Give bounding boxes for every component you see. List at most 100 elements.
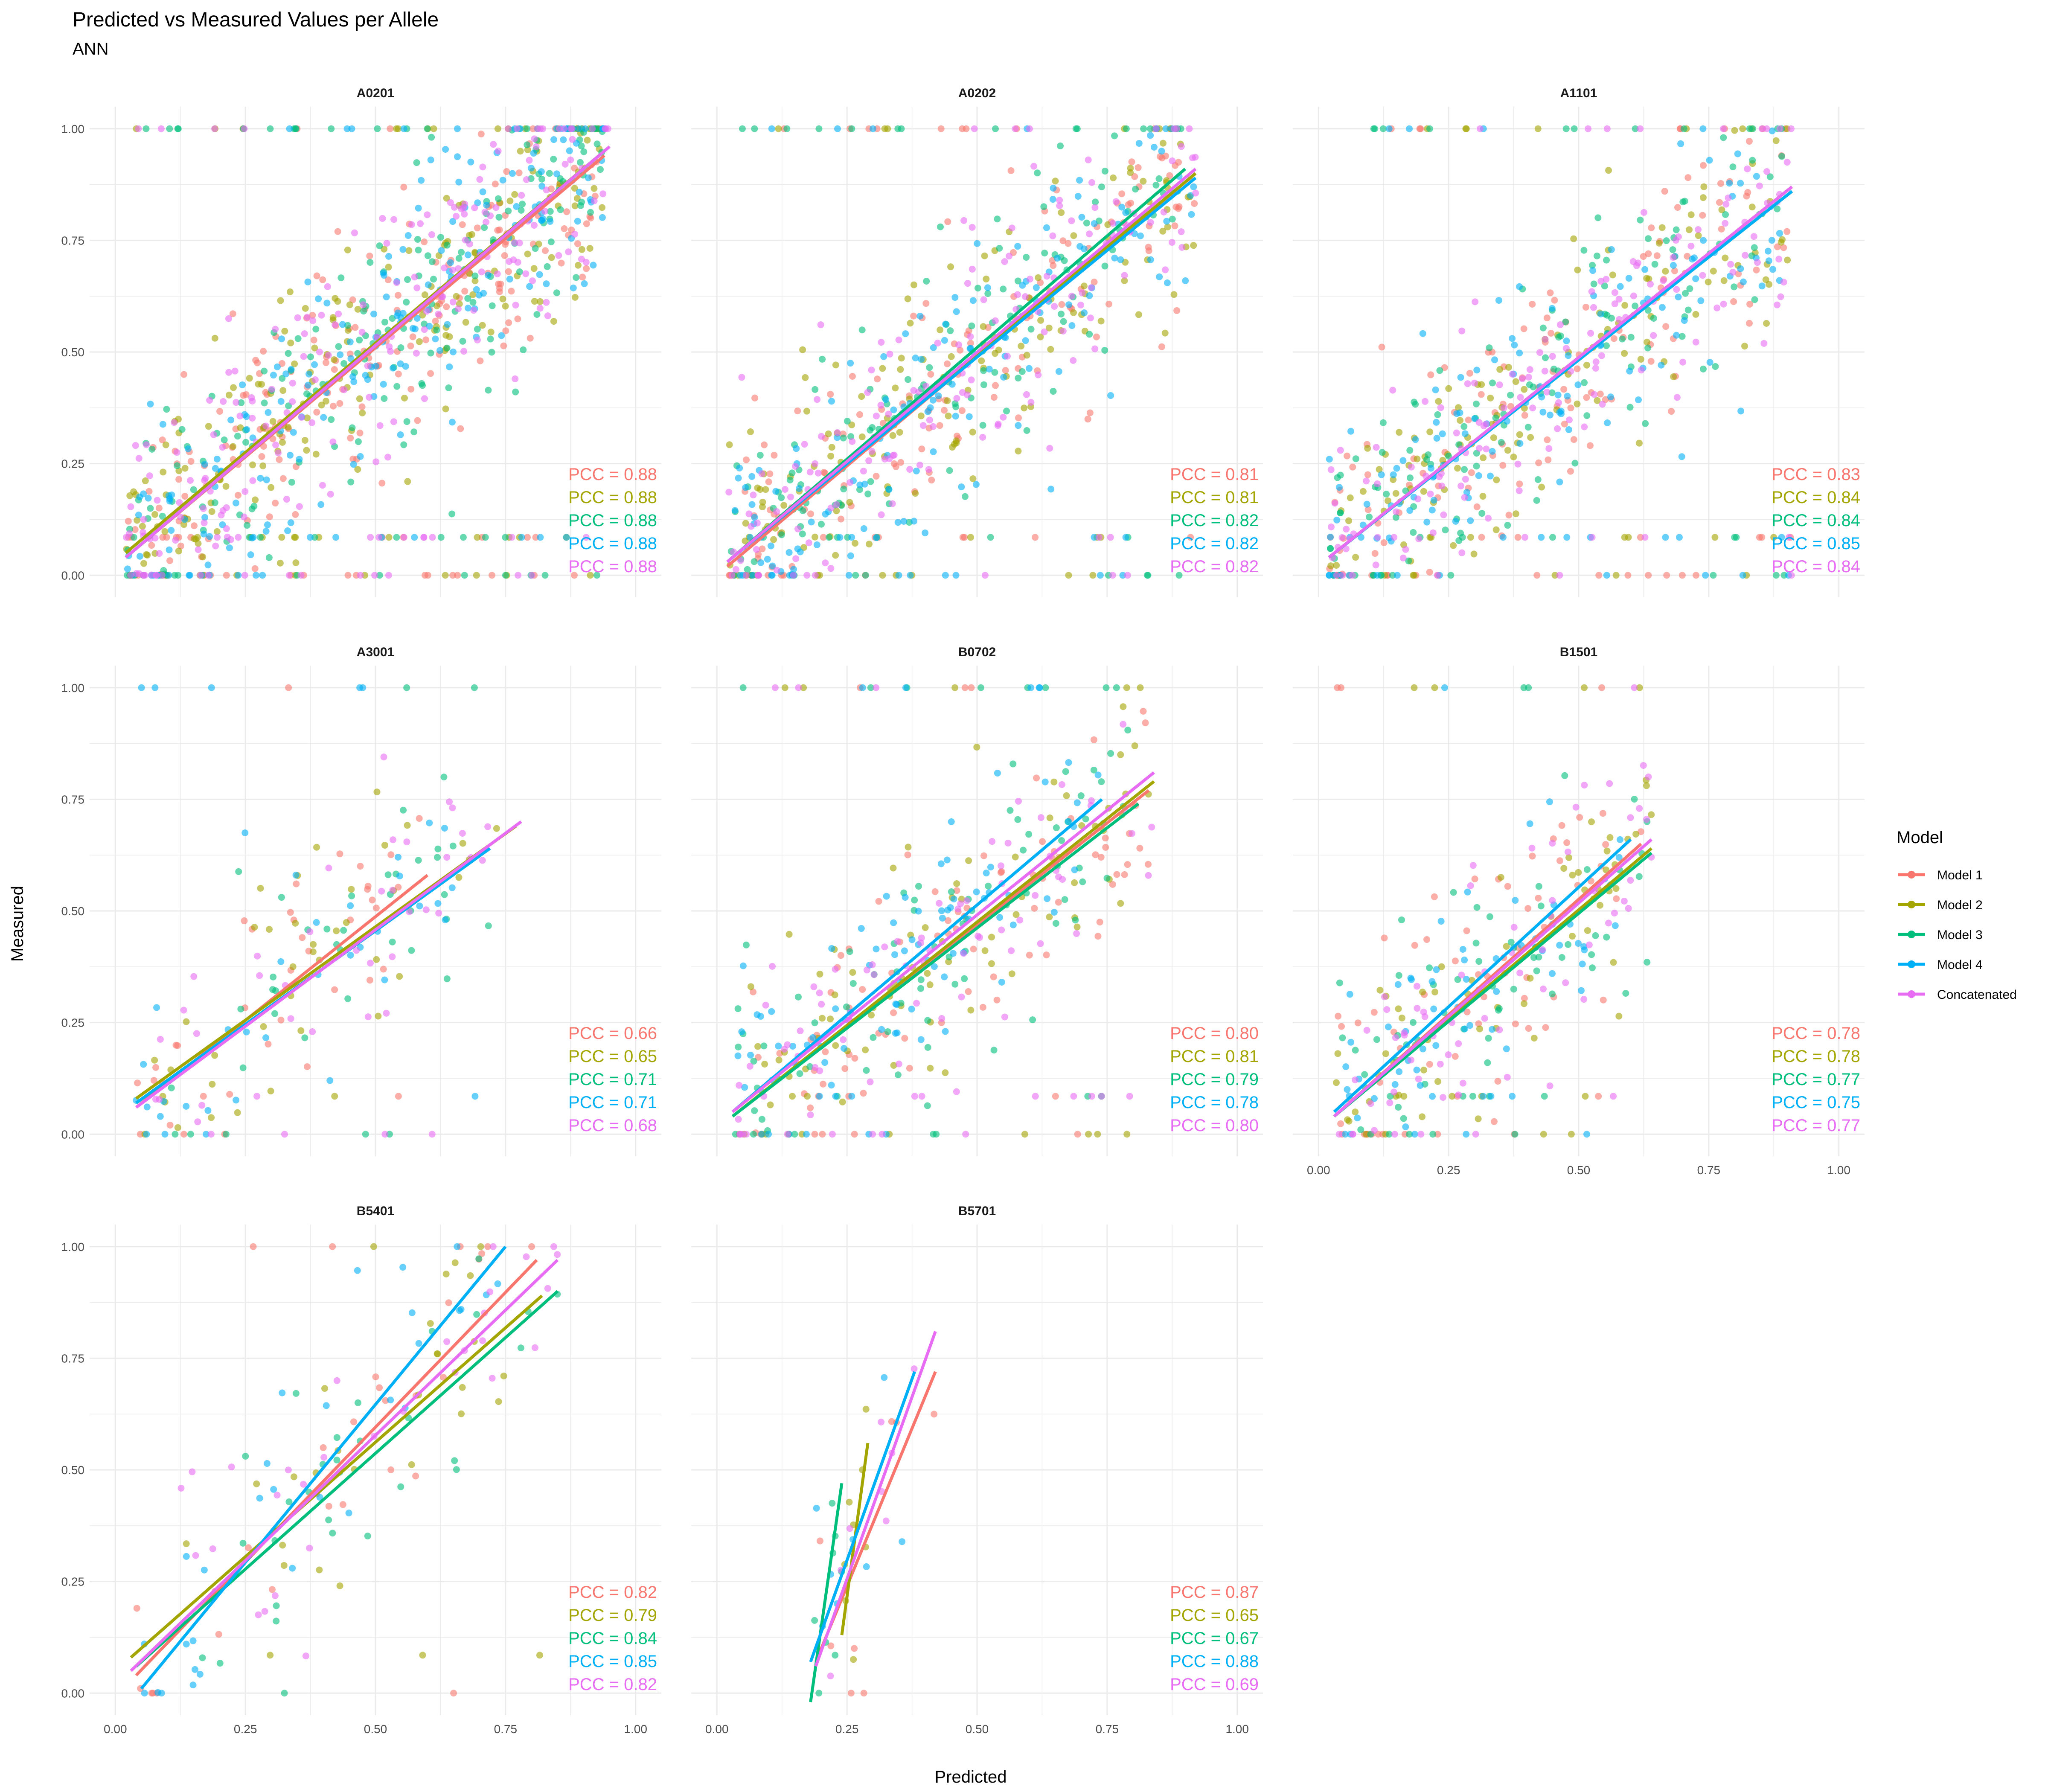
point bbox=[520, 346, 527, 353]
point bbox=[143, 1103, 151, 1111]
point bbox=[1096, 534, 1103, 541]
point bbox=[1720, 277, 1728, 284]
point bbox=[435, 310, 442, 317]
point bbox=[1056, 202, 1063, 209]
point bbox=[1426, 1061, 1433, 1068]
point bbox=[277, 398, 285, 405]
point bbox=[1343, 526, 1350, 533]
point bbox=[208, 684, 215, 691]
point bbox=[1469, 1093, 1476, 1100]
point bbox=[869, 424, 876, 431]
point bbox=[1564, 848, 1571, 855]
point bbox=[264, 521, 271, 529]
point bbox=[303, 414, 311, 422]
point bbox=[1687, 242, 1695, 250]
point bbox=[1344, 1116, 1351, 1123]
point bbox=[1091, 278, 1098, 285]
point bbox=[1410, 529, 1417, 536]
point bbox=[756, 451, 764, 459]
point bbox=[775, 1056, 783, 1064]
point bbox=[865, 457, 873, 464]
point bbox=[1392, 514, 1399, 521]
point bbox=[1132, 186, 1139, 193]
point bbox=[1536, 349, 1543, 356]
point bbox=[967, 333, 974, 340]
point bbox=[1035, 274, 1042, 281]
point bbox=[200, 505, 207, 512]
point bbox=[210, 431, 217, 438]
point bbox=[381, 395, 388, 402]
pcc-label: PCC = 0.82 bbox=[568, 1675, 657, 1694]
point bbox=[813, 1504, 820, 1512]
point bbox=[536, 1652, 543, 1659]
point bbox=[1472, 1131, 1479, 1138]
point bbox=[1468, 469, 1475, 476]
point bbox=[751, 394, 759, 401]
point bbox=[407, 342, 414, 349]
point bbox=[442, 145, 449, 153]
point bbox=[1503, 1045, 1510, 1053]
point bbox=[1475, 419, 1483, 426]
point bbox=[285, 572, 293, 579]
point bbox=[1645, 250, 1652, 257]
point bbox=[961, 975, 968, 982]
point bbox=[385, 263, 392, 271]
point bbox=[1650, 314, 1657, 322]
point bbox=[1370, 1127, 1378, 1134]
point bbox=[1364, 506, 1372, 513]
point bbox=[747, 428, 754, 435]
point bbox=[484, 823, 492, 830]
point bbox=[1490, 1118, 1498, 1125]
point bbox=[851, 1131, 858, 1138]
point bbox=[151, 1056, 158, 1064]
point bbox=[1393, 465, 1400, 472]
point bbox=[460, 348, 468, 355]
point bbox=[339, 1501, 346, 1508]
point bbox=[1421, 398, 1428, 405]
point bbox=[383, 1009, 390, 1017]
point bbox=[524, 250, 531, 258]
point bbox=[881, 943, 888, 951]
point bbox=[1025, 365, 1033, 372]
point bbox=[1463, 489, 1470, 496]
point bbox=[344, 327, 352, 334]
point bbox=[1104, 221, 1111, 228]
point bbox=[467, 158, 474, 166]
point bbox=[1334, 474, 1341, 481]
point bbox=[1504, 883, 1511, 890]
point bbox=[1561, 420, 1568, 428]
point bbox=[1098, 183, 1105, 191]
point bbox=[995, 420, 1002, 428]
point bbox=[1390, 471, 1397, 478]
point bbox=[1497, 874, 1504, 881]
point bbox=[345, 1510, 352, 1517]
point bbox=[1462, 476, 1469, 483]
point bbox=[285, 1466, 292, 1474]
point bbox=[394, 291, 401, 299]
point bbox=[891, 951, 899, 958]
point bbox=[1086, 409, 1094, 416]
point bbox=[395, 1093, 402, 1100]
point bbox=[1699, 194, 1707, 201]
point bbox=[1396, 1068, 1403, 1075]
point bbox=[893, 1029, 901, 1036]
point bbox=[514, 259, 521, 266]
point bbox=[277, 958, 285, 965]
point bbox=[1717, 180, 1725, 187]
point bbox=[849, 980, 857, 987]
point bbox=[289, 1565, 296, 1572]
point bbox=[1660, 277, 1667, 284]
point bbox=[767, 1101, 774, 1108]
point bbox=[272, 326, 279, 333]
point bbox=[168, 1084, 175, 1091]
point bbox=[1494, 1078, 1501, 1085]
point bbox=[204, 561, 212, 569]
point bbox=[287, 339, 294, 346]
point bbox=[364, 362, 371, 369]
point bbox=[541, 207, 548, 215]
point bbox=[1680, 125, 1687, 132]
point bbox=[1648, 224, 1655, 232]
point bbox=[1436, 367, 1443, 374]
point bbox=[1400, 1093, 1408, 1100]
point bbox=[1346, 991, 1353, 998]
